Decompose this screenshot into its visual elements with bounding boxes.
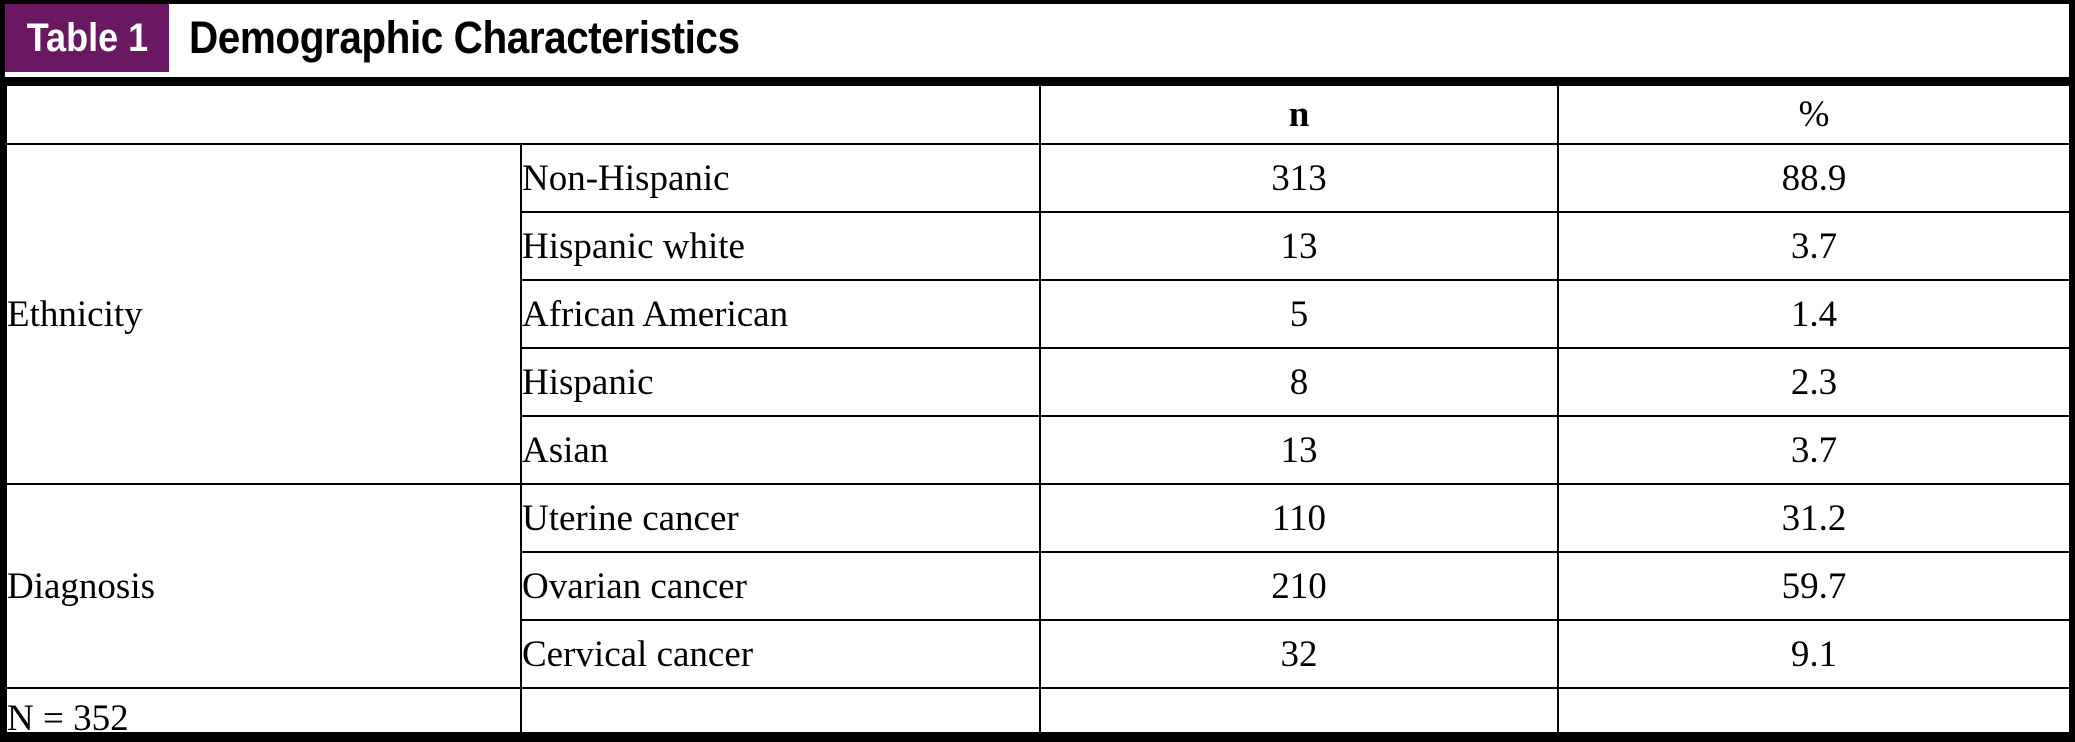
- column-header-percent: %: [1557, 84, 2069, 145]
- total-n-label: N = 352: [5, 687, 522, 732]
- group-label-diagnosis: Diagnosis: [5, 483, 522, 689]
- value-n: 13: [1039, 211, 1559, 281]
- row-label: African American: [520, 279, 1041, 349]
- value-n: 210: [1039, 551, 1559, 621]
- table-row-uterine-cancer: Diagnosis Uterine cancer 110 31.2: [5, 483, 2069, 689]
- value-n: 5: [1039, 279, 1559, 349]
- value-percent: 3.7: [1557, 415, 2069, 485]
- table-row-hispanic: Hispanic 8 2.3: [6, 347, 2069, 417]
- table-row-ovarian-cancer: Ovarian cancer 210 59.7: [6, 551, 2069, 621]
- row-label: Hispanic: [520, 347, 1041, 417]
- table-number-label: Table 1: [26, 15, 148, 60]
- table-number-badge: Table 1: [5, 4, 169, 72]
- table-row-asian: Asian 13 3.7: [6, 415, 2069, 485]
- value-n: 32: [1039, 619, 1559, 689]
- row-label: Non-Hispanic: [520, 143, 1041, 213]
- demographics-table: n % Ethnicity Non-Hispanic 313 88.9 Hisp…: [5, 84, 2069, 732]
- value-percent: 31.2: [1557, 483, 2069, 553]
- row-label: Ovarian cancer: [520, 551, 1041, 621]
- value-n: 313: [1039, 143, 1559, 213]
- header-empty-cell: [5, 84, 1041, 145]
- table-header-row: n %: [5, 84, 2069, 145]
- table-footer-row: N = 352: [5, 687, 2069, 732]
- table-row-african-american: African American 5 1.4: [6, 279, 2069, 349]
- value-percent: 1.4: [1557, 279, 2069, 349]
- table-row-non-hispanic: Ethnicity Non-Hispanic 313 88.9: [5, 143, 2069, 485]
- table-title: Demographic Characteristics: [189, 12, 740, 63]
- value-n: 13: [1039, 415, 1559, 485]
- row-label: Asian: [520, 415, 1041, 485]
- value-percent: 9.1: [1557, 619, 2069, 689]
- table-row-hispanic-white: Hispanic white 13 3.7: [6, 211, 2069, 281]
- row-label: Hispanic white: [520, 211, 1041, 281]
- column-header-n: n: [1039, 84, 1559, 145]
- table-row-cervical-cancer: Cervical cancer 32 9.1: [6, 619, 2069, 689]
- value-percent: 2.3: [1557, 347, 2069, 417]
- value-n: 8: [1039, 347, 1559, 417]
- value-percent: 88.9: [1557, 143, 2069, 213]
- footer-empty-cell: [520, 687, 1041, 732]
- row-label: Cervical cancer: [520, 619, 1041, 689]
- row-label: Uterine cancer: [520, 483, 1041, 553]
- value-n: 110: [1039, 483, 1559, 553]
- group-label-ethnicity: Ethnicity: [5, 143, 522, 485]
- footer-empty-cell: [1557, 687, 2069, 732]
- value-percent: 59.7: [1557, 551, 2069, 621]
- footer-empty-cell: [1039, 687, 1559, 732]
- table-caption-bar: Table 1 Demographic Characteristics: [5, 4, 2069, 77]
- value-percent: 3.7: [1557, 211, 2069, 281]
- caption-divider-rule: [5, 77, 2069, 84]
